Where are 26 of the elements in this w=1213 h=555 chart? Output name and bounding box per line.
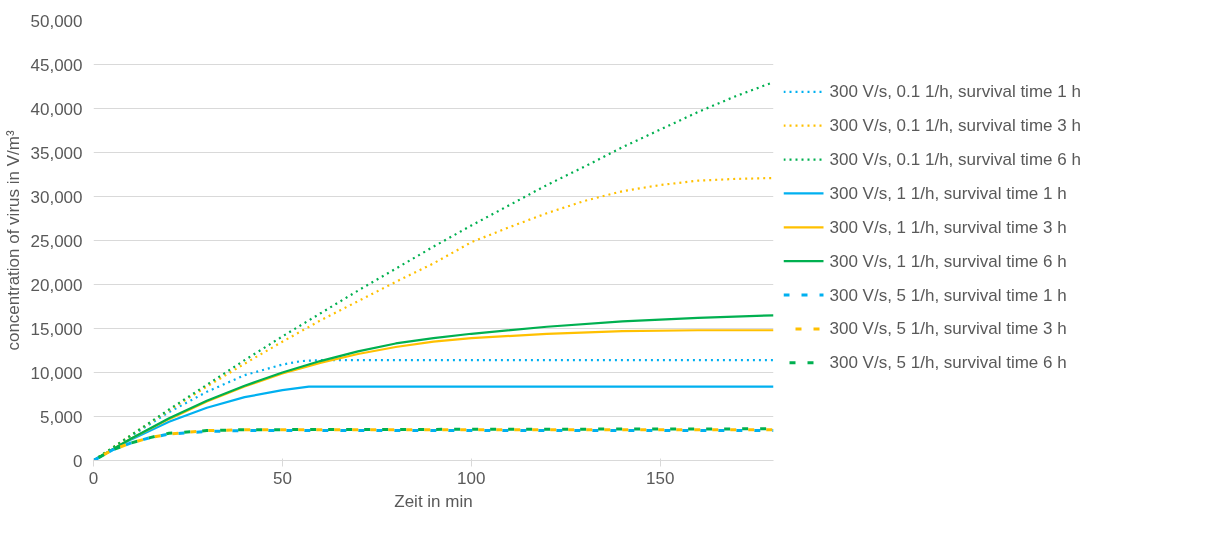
legend-label: 300 V/s, 1 1/h, survival time 1 h (829, 183, 1067, 203)
y-tick-label: 45,000 (30, 55, 83, 75)
y-tick-label: 0 (73, 451, 83, 471)
y-tick-label: 35,000 (30, 143, 83, 163)
legend-label: 300 V/s, 1 1/h, survival time 6 h (829, 251, 1067, 271)
x-tick-label: 100 (457, 468, 486, 488)
y-tick-label: 10,000 (30, 363, 83, 383)
y-tick-label: 20,000 (30, 275, 83, 295)
legend-label: 300 V/s, 5 1/h, survival time 1 h (829, 285, 1067, 305)
legend-label: 300 V/s, 0.1 1/h, survival time 6 h (829, 150, 1081, 170)
y-tick-label: 50,000 (30, 11, 83, 31)
y-tick-label: 15,000 (30, 319, 83, 339)
y-tick-label: 25,000 (30, 231, 83, 251)
y-tick-label: 30,000 (30, 187, 83, 207)
x-tick-label: 50 (272, 468, 292, 488)
y-tick-label: 5,000 (39, 407, 83, 427)
y-tick-label: 40,000 (30, 99, 83, 119)
x-tick-label: 150 (645, 468, 675, 488)
legend-label: 300 V/s, 5 1/h, survival time 6 h (829, 353, 1067, 373)
y-axis-title: concentration of virus in V/m³ (3, 130, 23, 351)
legend-label: 300 V/s, 0.1 1/h, survival time 1 h (829, 82, 1081, 102)
legend-label: 300 V/s, 5 1/h, survival time 3 h (829, 319, 1067, 339)
x-axis-title: Zeit in min (394, 491, 473, 511)
legend-label: 300 V/s, 0.1 1/h, survival time 3 h (829, 116, 1081, 136)
legend-label: 300 V/s, 1 1/h, survival time 3 h (829, 217, 1067, 237)
x-tick-label: 0 (88, 468, 99, 488)
